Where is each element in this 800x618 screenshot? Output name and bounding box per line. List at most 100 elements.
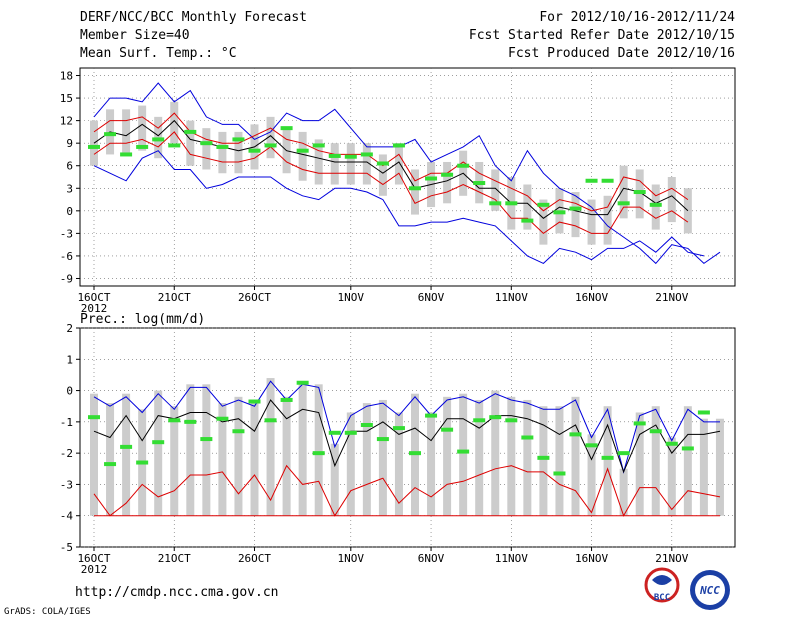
x-tick-label: 11NOV [495, 291, 528, 304]
median-mark [200, 141, 213, 146]
y-tick-label: 3 [66, 182, 73, 195]
spread-box [282, 396, 291, 516]
median-mark [216, 416, 229, 421]
spread-box [491, 390, 500, 516]
median-mark [360, 422, 373, 427]
spread-box [234, 396, 243, 516]
median-mark [88, 144, 100, 149]
median-mark [120, 152, 133, 157]
ncc-logo: NCC [690, 570, 730, 610]
median-mark [264, 143, 277, 148]
spread-box [122, 109, 131, 155]
y-tick-label: -9 [60, 272, 73, 285]
x-year-label: 2012 [81, 302, 108, 315]
spread-box [170, 101, 179, 144]
spread-box [362, 403, 371, 516]
median-mark [473, 418, 486, 423]
spread-box [314, 384, 323, 516]
series-line-max [93, 380, 720, 474]
y-tick-label: 0 [66, 385, 73, 398]
median-mark [296, 148, 309, 153]
median-mark [248, 399, 261, 404]
spread-box [523, 399, 532, 516]
y-tick-label: -1 [60, 416, 73, 429]
x-tick-label: 26OCT [238, 291, 271, 304]
spread-box [330, 443, 339, 516]
spread-box [619, 468, 628, 516]
footer-credit: GrADS: COLA/IGES [4, 607, 91, 617]
series-line-mean [93, 119, 689, 219]
median-mark [473, 181, 486, 186]
median-mark [489, 201, 502, 206]
series-line-max [93, 82, 721, 265]
y-tick-label: 2 [66, 322, 73, 335]
median-mark [280, 126, 293, 131]
median-mark [136, 460, 149, 465]
spread-box [186, 120, 195, 166]
median-mark [264, 418, 277, 423]
median-mark [633, 190, 646, 195]
median-mark [505, 201, 518, 206]
spread-box [667, 177, 676, 223]
y-tick-label: 12 [60, 115, 73, 128]
spread-box [330, 143, 339, 185]
series-line-mean [93, 399, 721, 474]
member-size: Member Size=40 [80, 28, 190, 43]
spread-box [475, 399, 484, 516]
median-mark [681, 446, 694, 451]
median-mark [425, 413, 438, 418]
median-mark [537, 202, 550, 207]
spread-box [378, 399, 387, 516]
median-mark [184, 129, 197, 134]
temperature-panel: -9 -6 -3 0 3 6 9 12 15 18 16OCT 21OCT 26OCT 1NOV 6NOV 1… [60, 67, 736, 315]
series-line-lower_red [93, 131, 689, 235]
y-tick-label: -3 [60, 227, 73, 240]
spread-box [635, 412, 644, 516]
footer-url[interactable]: http://cmdp.ncc.cma.gov.cn [75, 585, 279, 600]
median-mark [392, 143, 405, 148]
x-tick-label: 16OCT [77, 291, 110, 304]
median-mark [104, 132, 117, 137]
spread-box [459, 393, 468, 516]
chart-title: DERF/NCC/BCC Monthly Forecast [80, 10, 307, 25]
median-mark [376, 437, 389, 442]
spread-box [683, 406, 692, 516]
median-mark [344, 154, 357, 159]
series-line-min [93, 150, 705, 264]
spread-box [507, 396, 516, 516]
median-mark [409, 186, 421, 191]
median-mark [376, 161, 389, 166]
spread-box [571, 192, 580, 238]
precip-variable-label: Prec.: log(mm/d) [80, 312, 205, 327]
spread-box [186, 384, 195, 516]
x-tick-label: 21NOV [655, 291, 688, 304]
spread-box [266, 116, 275, 159]
ncc-logo-text: NCC [699, 584, 720, 597]
median-mark [248, 148, 261, 153]
median-mark [569, 432, 582, 437]
median-mark [537, 455, 550, 460]
spread-box [587, 199, 596, 245]
median-mark [425, 176, 438, 181]
spread-box [715, 418, 724, 516]
spread-box [250, 403, 259, 516]
bcc-logo: BCC [644, 567, 680, 603]
median-mark [296, 380, 309, 385]
y-tick-label: -4 [60, 510, 74, 523]
variable-label: Mean Surf. Temp.: °C [80, 46, 237, 61]
median-mark [152, 137, 165, 142]
x-tick-label: 21OCT [158, 552, 191, 565]
median-mark [601, 455, 614, 460]
spread-box [218, 131, 227, 174]
median-mark [697, 410, 710, 415]
spread-box [378, 154, 387, 196]
spread-box [170, 406, 179, 516]
median-mark [665, 441, 678, 446]
spread-box [90, 393, 98, 516]
y-tick-label: 18 [60, 70, 73, 83]
median-mark [505, 418, 518, 423]
spread-box [154, 390, 163, 516]
spread-box [571, 396, 580, 516]
median-mark [649, 429, 662, 434]
x-tick-label: 21NOV [655, 552, 688, 565]
